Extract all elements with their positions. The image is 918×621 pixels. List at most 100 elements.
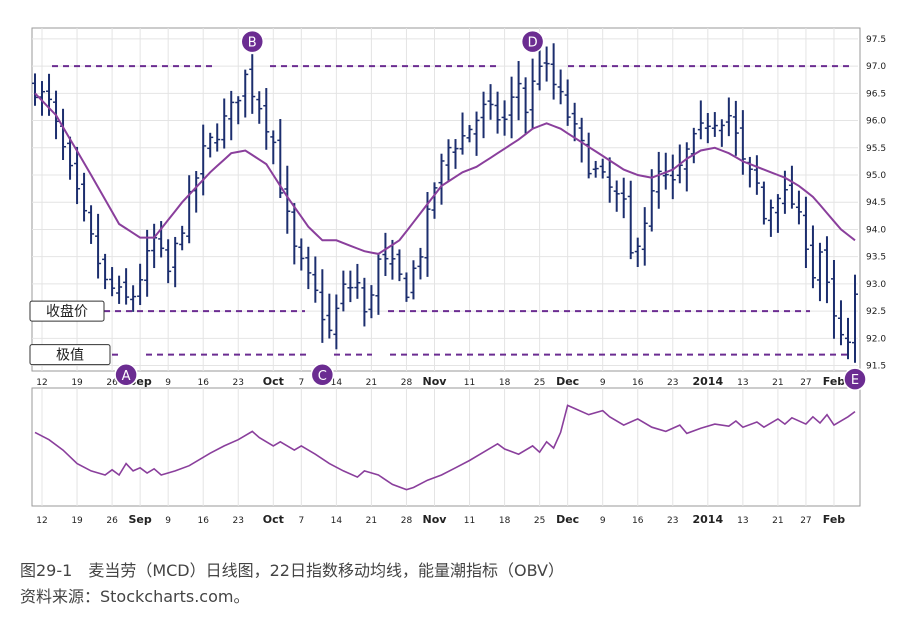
obv-x-tick-label: Feb bbox=[823, 513, 846, 526]
price-x-tick-label: 21 bbox=[772, 378, 783, 388]
price-x-tick-label: 23 bbox=[667, 378, 678, 388]
ohlc-bar bbox=[228, 90, 235, 141]
ohlc-bar bbox=[298, 238, 305, 271]
obv-x-tick-label: 18 bbox=[499, 516, 511, 526]
obv-x-tick-label: 26 bbox=[106, 516, 118, 526]
ohlc-bar bbox=[571, 102, 578, 142]
source-note: 资料来源：Stockcharts.com。 bbox=[20, 587, 250, 606]
ohlc-bar bbox=[641, 207, 648, 266]
ohlc-bar bbox=[410, 260, 417, 300]
ohlc-bar bbox=[417, 247, 424, 280]
obv-line bbox=[34, 404, 856, 491]
obv-x-tick-label: 16 bbox=[197, 516, 209, 526]
price-x-tick-label: 2014 bbox=[693, 375, 724, 388]
obv-x-tick-label: Sep bbox=[128, 513, 151, 526]
marker-d: D bbox=[520, 29, 545, 54]
ohlc-bar bbox=[32, 73, 38, 106]
ohlc-bar bbox=[249, 54, 256, 114]
ohlc-bar bbox=[291, 203, 298, 265]
ohlc-bar bbox=[438, 153, 445, 205]
marker-c: C bbox=[310, 363, 335, 387]
ohlc-bar bbox=[487, 84, 494, 120]
marker-circle bbox=[520, 29, 545, 54]
marker-label: C bbox=[318, 369, 327, 384]
ohlc-bar bbox=[592, 160, 599, 178]
price-tick-label: 91.5 bbox=[866, 362, 886, 372]
level-box-frame bbox=[29, 300, 105, 322]
ohlc-bar bbox=[263, 88, 270, 150]
ohlc-bar bbox=[403, 272, 410, 302]
ohlc-bar bbox=[319, 269, 326, 343]
ohlc-bar bbox=[697, 100, 704, 140]
price-x-tick-label: 28 bbox=[401, 378, 413, 388]
price-bars bbox=[32, 43, 858, 363]
obv-x-tick-label: 23 bbox=[233, 516, 244, 526]
price-panel bbox=[31, 27, 861, 372]
price-tick-label: 93.5 bbox=[866, 253, 886, 263]
obv-x-tick-label: 2014 bbox=[693, 513, 724, 526]
ohlc-bar bbox=[837, 300, 844, 346]
price-x-tick-label: Dec bbox=[556, 375, 579, 388]
ohlc-bar bbox=[830, 260, 837, 339]
ohlc-bar bbox=[214, 123, 221, 152]
obv-x-tick-label: 9 bbox=[165, 516, 171, 526]
ohlc-bar bbox=[137, 263, 144, 306]
obv-panel bbox=[31, 387, 861, 507]
ohlc-bar bbox=[655, 151, 662, 209]
point-markers: A B C D E bbox=[114, 29, 867, 391]
ohlc-bar bbox=[634, 237, 641, 268]
price-x-tick-label: 16 bbox=[197, 378, 209, 388]
ohlc-bar bbox=[116, 275, 123, 304]
obv-x-tick-label: 28 bbox=[401, 516, 413, 526]
ohlc-bar bbox=[550, 43, 557, 100]
ohlc-bar bbox=[396, 249, 403, 282]
ohlc-bar bbox=[683, 142, 690, 192]
ohlc-bar bbox=[158, 221, 165, 258]
ohlc-bar bbox=[256, 91, 263, 124]
ohlc-bar bbox=[347, 270, 354, 303]
obv-x-tick-label: 7 bbox=[298, 516, 304, 526]
price-x-tick-label: 11 bbox=[464, 378, 475, 388]
ohlc-bar bbox=[536, 46, 543, 91]
price-x-tick-label: 26 bbox=[106, 378, 118, 388]
price-tick-label: 96.0 bbox=[866, 117, 886, 127]
ohlc-bar bbox=[312, 256, 319, 303]
ohlc-bar bbox=[732, 100, 739, 156]
marker-circle bbox=[114, 363, 138, 387]
ohlc-bar bbox=[368, 285, 375, 319]
ohlc-bar bbox=[284, 165, 291, 234]
ohlc-bar bbox=[102, 253, 109, 290]
price-x-tick-label: 13 bbox=[737, 378, 748, 388]
ohlc-bar bbox=[452, 139, 459, 169]
ohlc-bar bbox=[606, 157, 613, 203]
ohlc-bar bbox=[802, 196, 809, 268]
ohlc-bar bbox=[711, 112, 718, 137]
price-x-tick-label: Feb bbox=[823, 375, 846, 388]
ohlc-bar bbox=[270, 130, 277, 165]
ohlc-bar bbox=[795, 190, 802, 225]
marker-circle bbox=[310, 363, 335, 387]
price-x-tick-label: 9 bbox=[600, 378, 606, 388]
level-box-label: 极值 bbox=[56, 348, 84, 364]
ohlc-bar bbox=[382, 232, 389, 277]
ohlc-bar bbox=[431, 182, 438, 219]
ohlc-bar bbox=[578, 117, 585, 163]
ohlc-bar bbox=[81, 172, 88, 222]
ohlc-bar bbox=[389, 239, 396, 280]
ohlc-bar bbox=[599, 158, 606, 179]
ohlc-bar bbox=[788, 165, 795, 209]
ohlc-bar bbox=[662, 152, 669, 190]
ohlc-bar bbox=[774, 194, 781, 233]
ohlc-bar bbox=[424, 191, 431, 277]
price-x-tick-label: Nov bbox=[423, 375, 448, 388]
obv-x-tick-label: 23 bbox=[667, 516, 678, 526]
price-tick-label: 94.5 bbox=[866, 198, 886, 208]
ohlc-bar bbox=[515, 61, 522, 121]
ohlc-bar bbox=[852, 274, 858, 363]
chart: 91.5 92.0 92.5 93.0 93.5 94.0 94.5 95.0 95.5 96.0… bbox=[29, 27, 886, 526]
price-tick-label: 95.0 bbox=[866, 171, 886, 181]
price-x-tick-label: 25 bbox=[534, 378, 545, 388]
price-x-tick-label: 12 bbox=[36, 378, 47, 388]
ohlc-bar bbox=[501, 100, 508, 136]
